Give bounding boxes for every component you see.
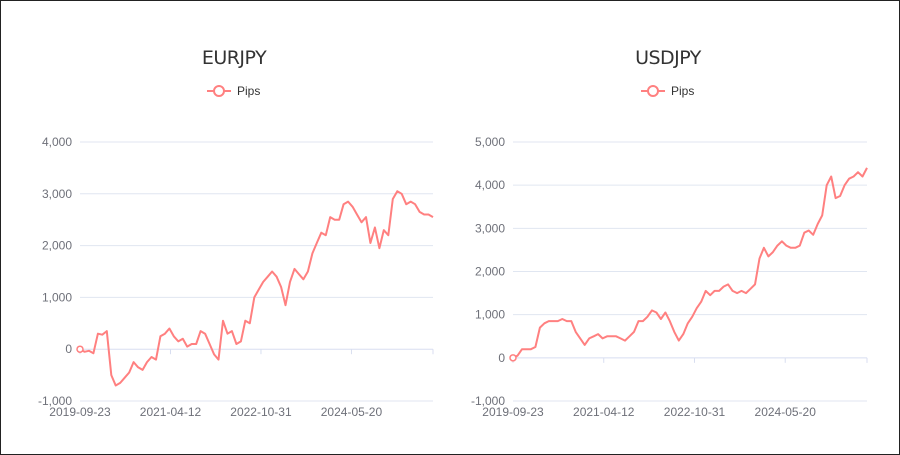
chart-title: EURJPY: [202, 47, 267, 69]
y-tick-label: 5,000: [475, 135, 505, 149]
y-tick-label: 2,000: [475, 265, 505, 279]
legend-circle-icon: [647, 85, 659, 97]
x-tick-label: 2019-09-23: [49, 405, 111, 419]
legend-label: Pips: [237, 84, 260, 98]
chart-usdjpy: USDJPY Pips -1,000 0 1,000 2,000 3,000 4,000 5,0…: [471, 47, 868, 419]
y-tick-label: 2,000: [42, 239, 72, 253]
x-tick-label: 2024-05-20: [321, 405, 383, 419]
x-tick-label: 2022-10-31: [664, 405, 726, 419]
legend-circle-icon: [213, 85, 225, 97]
x-tick-label: 2022-10-31: [230, 405, 292, 419]
x-tick-label: 2021-04-12: [573, 405, 635, 419]
y-tick-label: 0: [65, 342, 72, 356]
series-line-pips: [512, 167, 868, 359]
start-point-marker: [76, 345, 84, 353]
chart-title: USDJPY: [635, 47, 702, 69]
y-tick-label: 1,000: [42, 290, 72, 304]
legend-label: Pips: [671, 84, 694, 98]
y-tick-label: 0: [498, 351, 505, 365]
series-line-pips: [79, 190, 434, 387]
y-tick-label: 4,000: [42, 135, 72, 149]
start-point-marker: [509, 354, 517, 362]
x-tick-label: 2024-05-20: [755, 405, 817, 419]
x-tick-label: 2019-09-23: [482, 405, 544, 419]
chart-eurjpy: EURJPY Pips -1,000 0 1,000 2,000 3,000 4,000 201…: [38, 47, 434, 419]
y-tick-label: -1,000: [471, 394, 505, 408]
y-tick-label: -1,000: [38, 394, 72, 408]
legend: Pips: [641, 84, 694, 98]
x-tick-label: 2021-04-12: [140, 405, 202, 419]
y-tick-label: 3,000: [475, 221, 505, 235]
legend: Pips: [207, 84, 260, 98]
y-tick-label: 3,000: [42, 187, 72, 201]
y-tick-label: 1,000: [475, 308, 505, 322]
y-tick-label: 4,000: [475, 178, 505, 192]
